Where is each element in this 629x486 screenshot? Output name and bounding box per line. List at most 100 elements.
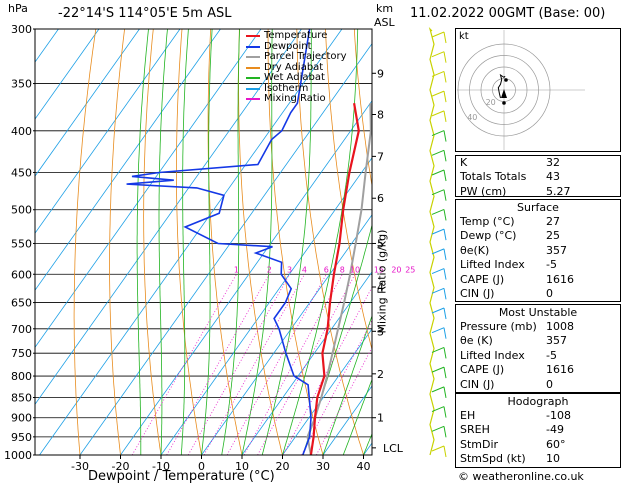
- wind-barb: [431, 189, 445, 196]
- legend-item: Dry Adiabat: [246, 61, 347, 74]
- wind-barb: [431, 248, 445, 255]
- legend-item: Temperature: [246, 30, 347, 42]
- wind-barb: [431, 366, 445, 373]
- most-unstable-table: Most Unstable Pressure (mb) 1008 θe (K) 357…: [455, 304, 621, 393]
- wind-barb: [431, 149, 445, 156]
- mixing-ratio-label: 10: [350, 265, 360, 274]
- surface-row-value: 0: [546, 286, 553, 300]
- wind-barb-flag: [443, 150, 447, 162]
- mixing-ratio-line: [226, 274, 327, 455]
- legend-swatch: [246, 87, 260, 90]
- most-unstable-row-value: -5: [546, 348, 557, 362]
- x-tick-label: 10: [235, 460, 249, 473]
- wet-adiabat: [180, 29, 189, 455]
- altitude-unit-label: km: [376, 2, 394, 15]
- surface-row-label: Dewp (°C): [460, 229, 517, 243]
- hodograph-point: [504, 78, 508, 82]
- mixing-ratio-line: [131, 274, 237, 455]
- legend-label: Isotherm: [264, 82, 309, 94]
- hodograph-stats-row-label: StmSpd (kt): [460, 452, 526, 466]
- wind-barb: [431, 268, 445, 275]
- hodograph-stats-row-value: 60°: [546, 437, 566, 451]
- wind-barb-flag: [443, 307, 447, 320]
- mixing-ratio-label: 3: [287, 265, 292, 274]
- wind-barb-flag: [443, 386, 447, 398]
- dry-adiabat: [353, 29, 372, 188]
- totals-totals-label: Totals Totals: [460, 170, 527, 184]
- storm-motion-marker: [502, 101, 506, 105]
- mixing-ratio-line: [166, 274, 270, 455]
- pressure-tick-label: 900: [11, 412, 32, 425]
- wet-adiabat: [241, 29, 273, 455]
- legend-swatch: [246, 66, 260, 69]
- isotherm: [241, 271, 372, 455]
- hodograph-stats-row: SREH -49: [456, 423, 620, 437]
- hodograph-stats-row-value: 10: [546, 452, 560, 466]
- legend-item: Wet Adiabat: [246, 72, 347, 84]
- mixing-ratio-line: [243, 274, 343, 455]
- wind-barb: [431, 130, 445, 137]
- wind-barb-flag: [443, 189, 447, 201]
- pressure-unit-label: hPa: [8, 2, 28, 15]
- totals-totals-value: 43: [546, 170, 560, 184]
- x-tick-label: -20: [112, 460, 130, 473]
- wind-barb: [431, 425, 445, 432]
- wind-barb: [431, 70, 445, 77]
- wind-barb: [431, 406, 445, 413]
- wind-barb-flag: [443, 268, 447, 280]
- plot-frame: [34, 28, 373, 456]
- mixing-ratio-line: [187, 274, 290, 455]
- mixing-ratio-axis-label: Mixing Ratio (g/kg): [375, 229, 389, 334]
- mixing-ratio-label: 25: [405, 265, 415, 274]
- mixing-ratio-line: [257, 274, 356, 455]
- surface-row: Temp (°C) 27: [456, 215, 620, 229]
- legend-label: Dry Adiabat: [264, 61, 324, 73]
- mixing-ratio-label: 1: [234, 265, 239, 274]
- mixing-ratio-label: 6: [324, 265, 329, 274]
- legend-label: Wet Adiabat: [264, 72, 325, 83]
- pw-label: PW (cm): [460, 184, 507, 198]
- pressure-tick-label: 400: [11, 125, 32, 138]
- wind-barb: [431, 287, 445, 294]
- isotherm: [79, 43, 372, 455]
- km-tick-label: 2: [377, 368, 384, 381]
- wind-barb-flag: [443, 327, 447, 339]
- wind-barb-flag: [443, 288, 447, 300]
- most-unstable-row: Pressure (mb) 1008: [456, 320, 620, 334]
- hodograph-stats-table: Hodograph EH -108 SREH -49 StmDir 60° StmSpd (…: [455, 393, 621, 468]
- legend-item: Isotherm: [246, 82, 347, 95]
- x-tick-label: 40: [357, 460, 371, 473]
- mixing-ratio-label: 15: [374, 265, 384, 274]
- wet-adiabat: [158, 29, 168, 455]
- surface-row-label: Temp (°C): [460, 215, 515, 228]
- dry-adiabat: [175, 29, 202, 455]
- x-tick-label: 0: [198, 460, 205, 473]
- most-unstable-row: θe (K) 357: [456, 334, 620, 348]
- x-tick-label: 30: [316, 460, 330, 473]
- pressure-tick-label: 300: [11, 23, 32, 36]
- pressure-tick-label: 1000: [4, 449, 32, 462]
- surface-row-value: 357: [546, 243, 567, 257]
- surface-row-label: CAPE (J): [460, 272, 505, 286]
- x-tick-label: 20: [276, 460, 290, 473]
- hodograph-arrow-icon: [501, 89, 507, 98]
- mixing-ratio-label: 20: [391, 265, 401, 274]
- datetime-title: 11.02.2022 00GMT (Base: 00): [410, 6, 606, 21]
- isotherm: [35, 29, 181, 234]
- pressure-tick-label: 700: [11, 323, 32, 336]
- pressure-tick-label: 750: [11, 347, 32, 360]
- mixing-ratio-label: 4: [302, 265, 307, 274]
- legend-swatch: [246, 45, 260, 48]
- x-tick-label: -10: [152, 460, 170, 473]
- dry-adiabat: [325, 29, 372, 351]
- wind-barb-flag: [443, 51, 447, 63]
- legend-label: Temperature: [264, 30, 328, 41]
- hodograph-unit-label: kt: [459, 31, 469, 42]
- hodograph-stats-row-label: StmDir: [460, 437, 499, 451]
- dry-adiabat: [296, 29, 364, 455]
- pressure-tick-label: 450: [11, 166, 32, 179]
- wet-adiabat: [322, 314, 372, 455]
- hodograph-stats-row-label: SREH: [460, 423, 490, 437]
